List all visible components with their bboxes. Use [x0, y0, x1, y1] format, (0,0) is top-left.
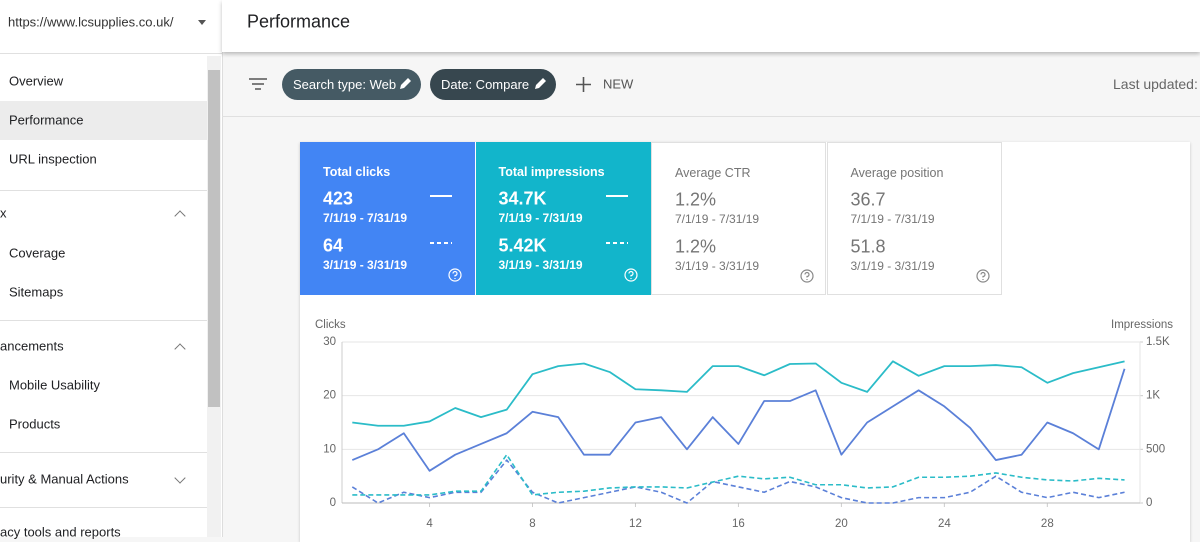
chip-label: Date: Compare — [441, 77, 530, 92]
x-tick-label: 20 — [835, 518, 848, 530]
metric-current-range: 7/1/19 - 7/31/19 — [323, 211, 408, 225]
y2-axis-label: Impressions — [1111, 319, 1173, 331]
nav-item[interactable]: Sitemaps — [9, 284, 64, 300]
y2-tick-label: 0 — [1146, 497, 1152, 509]
chart: Clicks Impressions 0 10 20 30 0 500 1K 1.5K 4 8 12… — [315, 319, 1173, 530]
chevron — [174, 210, 186, 222]
site-selector[interactable]: https://www.lcsupplies.co.uk/ — [8, 14, 174, 30]
y-tick-label: 30 — [323, 336, 336, 348]
metric-previous: 51.8 — [850, 236, 886, 257]
active-bg — [0, 101, 207, 140]
previous-period-line — [352, 453, 1125, 496]
filter-chip[interactable]: Date: Compare — [430, 69, 556, 100]
x-tick-label: 12 — [629, 518, 642, 530]
metric-title: Average position — [850, 166, 944, 180]
metric-current: 34.7K — [498, 188, 547, 209]
divider — [0, 190, 207, 191]
metric-previous-range: 3/1/19 - 3/31/19 — [498, 258, 583, 272]
previous-period-line — [351, 459, 1125, 504]
line-style-key — [430, 195, 452, 197]
metric-previous-range: 3/1/19 - 3/31/19 — [850, 259, 935, 273]
line-style-key — [605, 195, 628, 197]
edit-icon — [535, 78, 546, 89]
divider — [0, 452, 207, 453]
line-style-key — [430, 242, 452, 244]
x-tick-label: 4 — [426, 518, 433, 530]
x-tick-label: 24 — [938, 518, 951, 530]
nav-section[interactable]: urity & Manual Actions — [0, 471, 129, 487]
nav-item[interactable]: Products — [9, 416, 61, 432]
metric-current: 1.2% — [675, 189, 717, 210]
metric-current: 36.7 — [850, 189, 886, 210]
filter-chip[interactable]: Search type: Web — [282, 69, 421, 100]
plus-icon[interactable] — [576, 77, 591, 92]
help-icon[interactable] — [623, 268, 638, 282]
x-tick-label: 8 — [529, 518, 535, 530]
metric-card[interactable]: Total impressions 34.7K 7/1/19 - 7/31/19 5.… — [475, 142, 651, 295]
metric-previous: 5.42K — [498, 235, 547, 256]
y-tick-label: 20 — [323, 390, 336, 402]
nav-section[interactable]: acy tools and reports — [0, 524, 121, 540]
y-tick-label: 10 — [323, 443, 336, 455]
y2-tick-label: 1.5K — [1146, 336, 1170, 348]
y2-tick-label: 1K — [1146, 390, 1160, 402]
nav-item[interactable]: Mobile Usability — [9, 377, 101, 393]
metric-previous-range: 3/1/19 - 3/31/19 — [675, 259, 760, 273]
nav-item[interactable]: Overview — [9, 73, 64, 89]
y-tick-label: 0 — [330, 497, 336, 509]
metric-previous-range: 3/1/19 - 3/31/19 — [323, 258, 408, 272]
filter-icon[interactable] — [249, 77, 267, 91]
metric-previous: 64 — [323, 235, 344, 256]
metric-current-range: 7/1/19 - 7/31/19 — [498, 211, 583, 225]
help-icon[interactable] — [800, 269, 814, 283]
chip-label: Search type: Web — [293, 77, 397, 92]
chevron — [174, 472, 186, 484]
metric-card[interactable]: Average position 36.7 7/1/19 - 7/31/19 51.8… — [826, 142, 1002, 295]
help-icon[interactable] — [975, 269, 990, 283]
current-period-line — [352, 360, 1125, 427]
metric-card[interactable]: Total clicks 423 7/1/19 - 7/31/19 64 3/1/19 … — [300, 142, 475, 295]
header: Performance — [222, 0, 1200, 52]
metric-title: Total impressions — [498, 165, 605, 179]
new-filter[interactable]: NEW — [603, 76, 634, 92]
dropdown-arrow — [198, 20, 206, 25]
x-tick-label: 28 — [1041, 518, 1054, 530]
line-style-key — [605, 242, 628, 244]
divider — [222, 116, 1200, 117]
metric-current: 423 — [323, 188, 354, 209]
metric-current-range: 7/1/19 - 7/31/19 — [675, 212, 760, 226]
nav-item[interactable]: Coverage — [9, 245, 66, 261]
nav-section[interactable]: ancements — [0, 338, 64, 354]
metric-previous: 1.2% — [675, 236, 717, 257]
current-period-line — [351, 368, 1126, 472]
edit-icon — [400, 78, 411, 89]
nav-section[interactable]: x — [0, 205, 7, 221]
x-tick-label: 16 — [732, 518, 745, 530]
scroll-thumb[interactable] — [208, 70, 220, 407]
nav-item[interactable]: URL inspection — [9, 151, 97, 167]
last-updated: Last updated: — [1113, 76, 1198, 92]
help-icon[interactable] — [448, 268, 462, 282]
y2-tick-label: 500 — [1146, 443, 1165, 455]
metric-title: Average CTR — [675, 166, 751, 180]
divider — [0, 507, 207, 508]
page-title: Performance — [247, 11, 351, 32]
chevron — [174, 343, 186, 355]
divider — [0, 53, 222, 54]
metric-card[interactable]: Average CTR 1.2% 7/1/19 - 7/31/19 1.2% 3/1/1… — [651, 142, 826, 295]
metric-current-range: 7/1/19 - 7/31/19 — [850, 212, 935, 226]
nav-item[interactable]: Performance — [9, 112, 84, 128]
metric-title: Total clicks — [323, 165, 391, 179]
sidebar: https://www.lcsupplies.co.uk/ Overview P… — [0, 0, 223, 540]
y-axis-label: Clicks — [315, 319, 346, 331]
divider — [0, 320, 207, 321]
